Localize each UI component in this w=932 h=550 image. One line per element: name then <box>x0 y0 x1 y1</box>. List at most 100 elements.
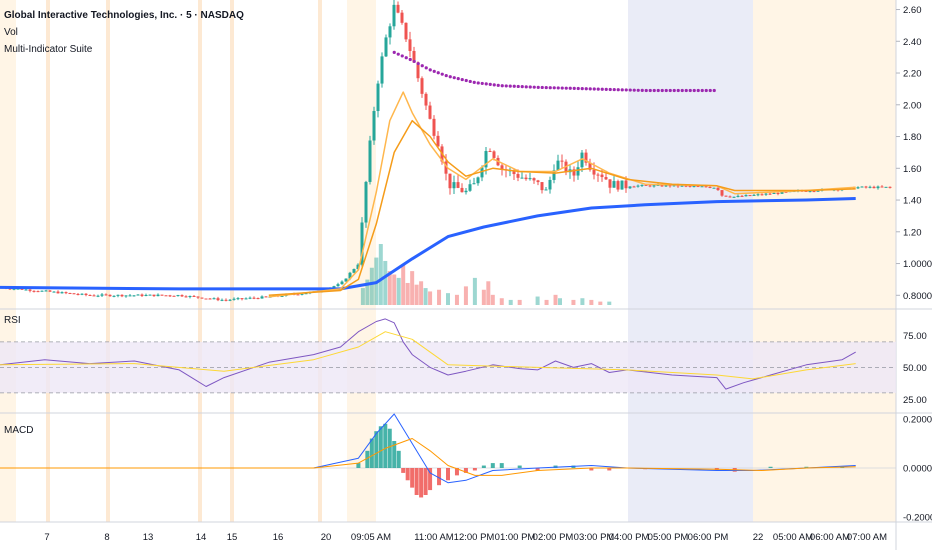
candle-body <box>104 294 108 296</box>
price-axis-label: 2.60 <box>903 5 922 16</box>
candle-body <box>68 293 72 295</box>
candle-body <box>872 186 876 189</box>
candle-body <box>648 185 652 187</box>
volume-bar <box>405 282 410 305</box>
vwap-dot <box>616 88 620 92</box>
candle-body <box>652 185 656 187</box>
macd-histogram-bar <box>383 423 388 468</box>
macd-histogram-bar <box>356 463 361 468</box>
macd-histogram-bar <box>392 441 397 468</box>
candle-body <box>764 193 768 195</box>
candle-body <box>248 297 252 299</box>
candle-body <box>400 12 404 23</box>
candle-body <box>680 185 684 187</box>
candle-body <box>228 299 232 301</box>
candle-body <box>148 294 152 296</box>
rsi-label[interactable]: RSI <box>4 315 21 326</box>
vwap-dot <box>412 59 416 64</box>
candle-body <box>80 293 84 295</box>
candle-body <box>604 177 608 180</box>
candle-body <box>880 186 884 188</box>
candle-body <box>592 169 596 175</box>
candle-body <box>168 295 172 297</box>
macd-histogram-bar <box>365 450 370 468</box>
candle-body <box>244 298 248 300</box>
vwap-dot <box>472 80 476 85</box>
price-axis-label: 2.20 <box>903 69 922 80</box>
vwap-dot <box>548 86 552 90</box>
candle-body <box>220 299 224 301</box>
volume-bar <box>535 296 540 305</box>
vwap-dot <box>628 88 632 92</box>
vwap-dot <box>604 87 608 91</box>
macd-histogram-bar <box>419 468 424 498</box>
macd-histogram-bar <box>374 431 379 468</box>
candle-body <box>232 298 236 300</box>
price-pane[interactable] <box>0 0 892 305</box>
candle-body <box>376 83 380 112</box>
volume-indicator-label[interactable]: Vol <box>4 27 18 38</box>
macd-histogram-bar <box>490 463 495 468</box>
candle-body <box>332 286 336 288</box>
candle-body <box>264 296 268 298</box>
candle-body <box>712 187 716 189</box>
candle-body <box>184 296 188 298</box>
candle-body <box>584 152 588 163</box>
vwap-dot <box>536 85 540 89</box>
candle-body <box>24 289 28 291</box>
candle-body <box>96 295 100 297</box>
macd-histogram-bar <box>804 466 809 468</box>
session-divider <box>198 0 202 522</box>
vwap-dot <box>552 86 556 90</box>
vwap-dot <box>496 83 500 87</box>
time-axis-label: 09:05 AM <box>351 532 391 543</box>
candle-body <box>596 174 600 176</box>
afterhours-shade <box>628 0 753 522</box>
candle-body <box>580 152 584 168</box>
price-axis-label: 0.8000 <box>903 291 932 302</box>
candle-body <box>472 183 476 185</box>
candle-body <box>396 4 400 13</box>
candle-body <box>72 293 76 295</box>
candle-body <box>728 196 732 198</box>
candle-body <box>116 294 120 296</box>
vwap-dot <box>408 57 412 62</box>
volume-bar <box>446 293 450 305</box>
vwap-dot <box>448 75 452 79</box>
candle-body <box>280 295 284 297</box>
time-axis-label: 11:00 AM <box>414 532 454 543</box>
candle-body <box>528 178 532 180</box>
macd-label[interactable]: MACD <box>4 425 33 436</box>
candle-body <box>720 190 724 196</box>
vwap-dot <box>624 88 628 92</box>
candle-body <box>856 187 860 189</box>
candle-body <box>200 297 204 299</box>
rsi-pane[interactable] <box>0 318 896 394</box>
vwap-dot <box>428 68 432 72</box>
candle-body <box>404 22 408 40</box>
vwap-dot <box>648 88 652 93</box>
candle-body <box>28 289 32 291</box>
vwap-dot <box>488 82 492 86</box>
candle-body <box>352 269 356 273</box>
volume-bar <box>607 301 612 305</box>
candle-body <box>420 78 424 94</box>
candle-body <box>192 295 196 297</box>
candle-body <box>544 189 548 191</box>
macd-axis-label: 0.0000 <box>903 464 932 475</box>
volume-bar <box>437 289 442 305</box>
vwap-dot <box>708 88 712 93</box>
vwap-dot <box>452 76 456 80</box>
suite-indicator-label[interactable]: Multi-Indicator Suite <box>4 44 93 55</box>
candle-body <box>88 294 92 296</box>
candle-body <box>468 184 472 191</box>
candle-body <box>224 299 228 301</box>
macd-pane[interactable] <box>0 413 896 498</box>
candle-body <box>256 298 260 300</box>
candle-body <box>428 105 432 119</box>
candle-body <box>608 179 612 188</box>
candle-body <box>340 281 344 285</box>
candle-body <box>364 181 368 223</box>
volume-bar <box>490 294 495 305</box>
